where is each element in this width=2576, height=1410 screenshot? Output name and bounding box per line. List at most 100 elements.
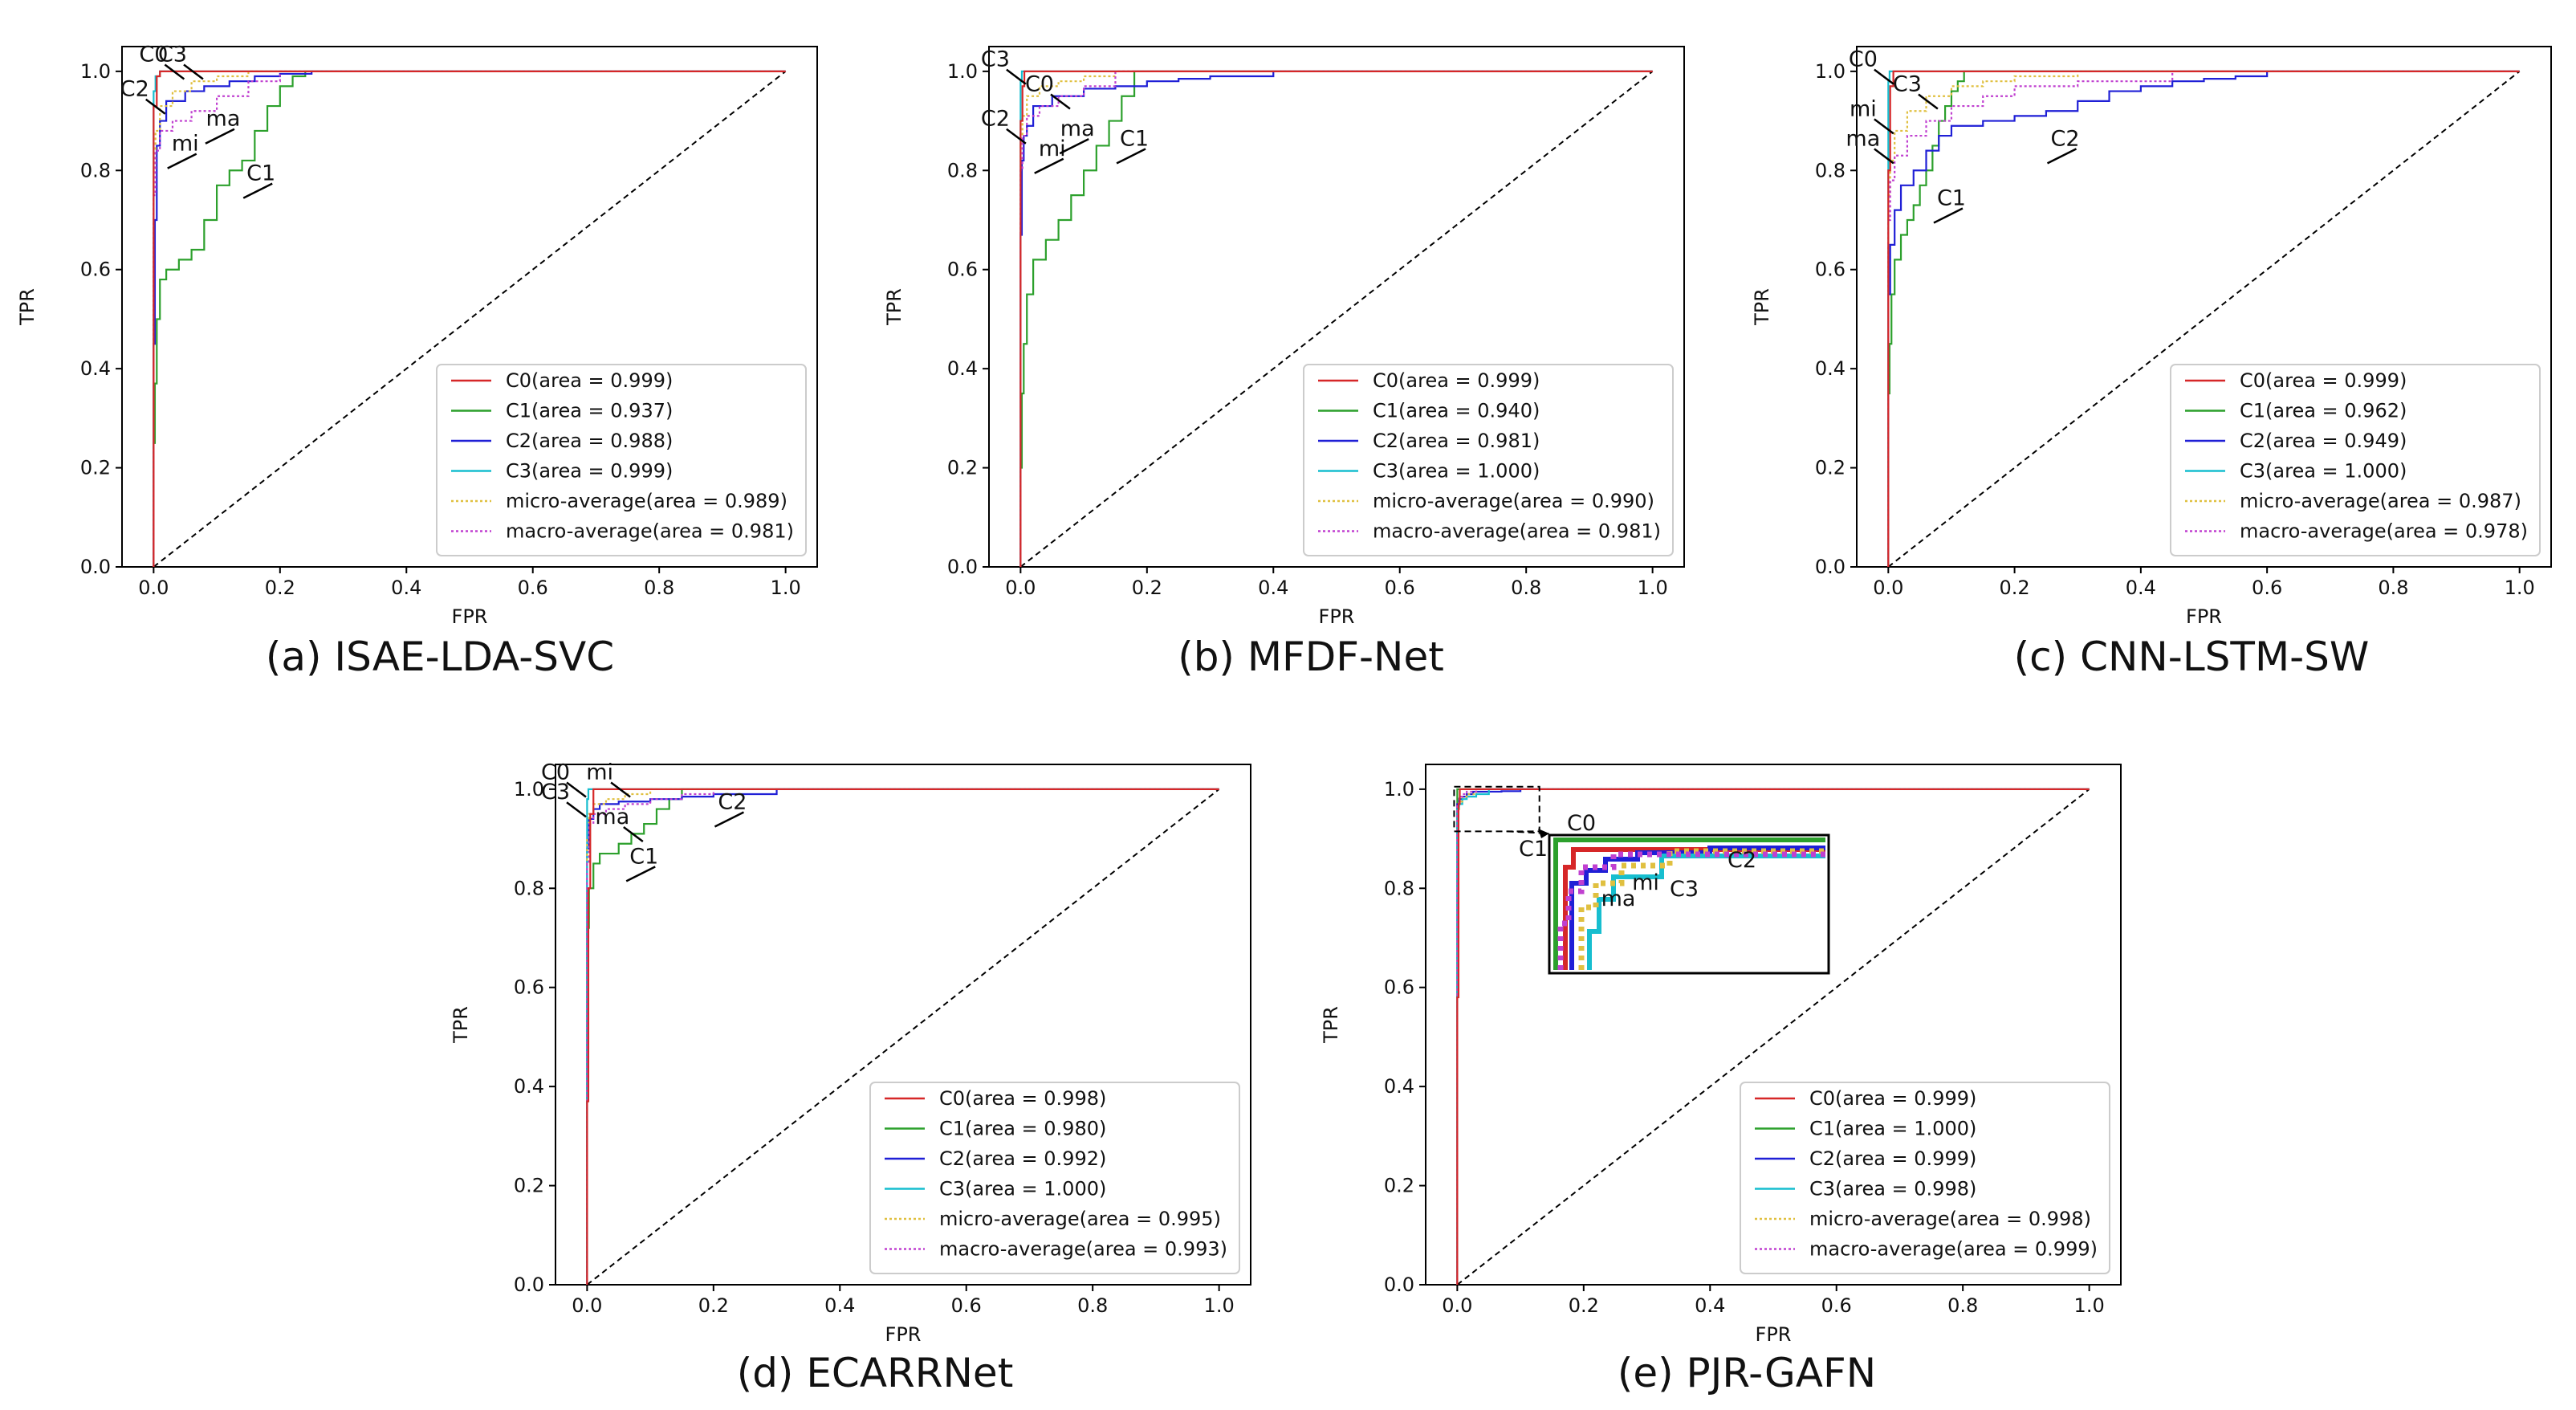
legend-entry: macro-average(area = 0.993)	[939, 1238, 1227, 1261]
x-tick-label: 1.0	[2505, 577, 2535, 599]
annotation-leader	[566, 801, 587, 818]
y-tick-label: 0.0	[1384, 1273, 1414, 1296]
curve-annotation: C0	[541, 760, 570, 785]
annotation-leader	[625, 866, 656, 882]
annotation-leader	[1059, 137, 1089, 155]
curve-annotation: C1	[629, 844, 658, 869]
x-tick-label: 0.6	[951, 1294, 982, 1317]
curve-annotation: C3	[541, 780, 570, 805]
legend-box	[869, 1082, 1240, 1274]
legend-entry: macro-average(area = 0.981)	[1373, 520, 1661, 543]
y-tick-label: 0.8	[1384, 877, 1414, 899]
x-tick-label: 0.4	[2126, 577, 2156, 599]
curve-annotation: C2	[718, 790, 747, 815]
y-tick-label: 1.0	[947, 60, 978, 83]
x-tick-label: 0.2	[698, 1294, 729, 1317]
x-tick-label: 0.4	[824, 1294, 855, 1317]
legend-entry: micro-average(area = 0.987)	[2240, 490, 2521, 512]
y-tick-label: 0.6	[1384, 976, 1414, 999]
roc-curve-diagonal	[153, 71, 787, 567]
annotation-leader	[1006, 68, 1027, 85]
x-tick-label: 0.0	[1873, 577, 1903, 599]
x-tick-label: 0.8	[2378, 577, 2408, 599]
y-tick-label: 0.6	[80, 259, 111, 281]
annotation-leader	[610, 781, 631, 798]
x-tick-label: 0.6	[1821, 1294, 1852, 1317]
x-axis-label: FPR	[1319, 605, 1355, 628]
annotation-leader	[714, 811, 744, 828]
legend-entry: C2(area = 0.981)	[1373, 430, 1540, 452]
x-tick-label: 0.4	[1258, 577, 1288, 599]
roc-curve-diagonal	[586, 789, 1220, 1285]
y-tick-label: 1.0	[514, 778, 544, 801]
x-tick-label: 0.6	[1385, 577, 1415, 599]
x-axis-label: FPR	[2186, 605, 2222, 628]
x-tick-label: 0.8	[644, 577, 674, 599]
roc-curve-micro-average	[586, 788, 1219, 1285]
roc-curve-c2	[1887, 70, 2520, 567]
axes-frame	[555, 764, 1251, 1286]
legend-entry: macro-average(area = 0.978)	[2240, 520, 2528, 543]
curve-annotation: C1	[1937, 185, 1966, 210]
y-axis-label: TPR	[450, 1006, 472, 1044]
y-tick-label: 1.0	[1384, 778, 1414, 801]
x-tick-label: 1.0	[2074, 1294, 2105, 1317]
curve-annotation: mi	[1850, 96, 1877, 121]
legend-entry: C2(area = 0.999)	[1809, 1147, 1976, 1170]
legend-entry: C0(area = 0.999)	[1373, 369, 1540, 392]
y-tick-label: 0.8	[947, 159, 978, 181]
annotation-leader	[566, 781, 587, 798]
y-tick-label: 0.4	[514, 1075, 544, 1098]
x-tick-label: 0.8	[1511, 577, 1541, 599]
curve-annotation: C0	[1849, 47, 1878, 72]
x-tick-label: 1.0	[771, 577, 801, 599]
legend-entry: C0(area = 0.999)	[2240, 369, 2407, 392]
y-tick-label: 0.2	[1384, 1175, 1414, 1197]
y-tick-label: 0.4	[1815, 357, 1846, 380]
y-tick-label: 1.0	[1815, 60, 1846, 83]
y-tick-label: 0.2	[80, 457, 111, 479]
legend-entry: micro-average(area = 0.998)	[1809, 1208, 2091, 1230]
y-tick-label: 0.6	[514, 976, 544, 999]
roc-curve-c0	[1887, 70, 2520, 567]
x-tick-label: 0.0	[1005, 577, 1036, 599]
curve-annotation: C1	[246, 161, 275, 186]
panel-c: 0.0 0.2 0.4 0.6 0.8 1.0 0.0 0.2 0.4 0.6 0.8 1.0 FPR T…	[1751, 46, 2552, 680]
legend-entry: C1(area = 0.980)	[939, 1118, 1106, 1140]
panel-b: 0.0 0.2 0.4 0.6 0.8 1.0 0.0 0.2 0.4 0.6 0.8 1.0 FPR T…	[883, 46, 1685, 680]
y-tick-label: 0.0	[80, 556, 111, 578]
curve-annotation: ma	[206, 107, 241, 132]
roc-curve-macro-average	[1019, 70, 1653, 567]
legend-entry: C3(area = 1.000)	[2240, 460, 2407, 483]
y-axis-label: TPR	[883, 288, 905, 326]
x-tick-label: 0.2	[265, 577, 295, 599]
zoom-region-box	[1453, 785, 1540, 833]
y-tick-label: 0.0	[947, 556, 978, 578]
axes-frame	[988, 46, 1685, 568]
curve-annotation: ma	[1846, 126, 1880, 151]
x-tick-label: 1.0	[1638, 577, 1668, 599]
roc-curve-macro-average	[1887, 70, 2520, 567]
x-tick-label: 0.2	[1132, 577, 1162, 599]
x-tick-label: 0.6	[2252, 577, 2282, 599]
legend-entry: C1(area = 1.000)	[1809, 1118, 1976, 1140]
legend-entry: C3(area = 0.999)	[506, 460, 673, 483]
legend-entry: C0(area = 0.999)	[1809, 1087, 1976, 1110]
x-tick-label: 0.8	[1947, 1294, 1978, 1317]
y-tick-label: 1.0	[80, 60, 111, 83]
annotation-leader	[164, 63, 185, 80]
x-tick-label: 0.0	[1442, 1294, 1472, 1317]
zoom-arrowhead	[1538, 829, 1549, 838]
roc-curve-diagonal	[1887, 71, 2521, 567]
curve-annotation: C3	[981, 47, 1010, 72]
y-tick-label: 0.6	[1815, 259, 1846, 281]
roc-curve-diagonal	[1019, 71, 1654, 567]
legend-entry: C3(area = 1.000)	[939, 1178, 1106, 1200]
annotation-leader	[1050, 93, 1071, 110]
y-tick-label: 0.2	[947, 457, 978, 479]
curve-annotation: C3	[158, 43, 187, 67]
inset-curve-c1	[1553, 837, 1825, 970]
curve-annotation: mi	[1039, 137, 1066, 161]
panel-e: 0.0 0.2 0.4 0.6 0.8 1.0 0.0 0.2 0.4 0.6 0.8 1.0 FPR T…	[1320, 764, 2122, 1396]
